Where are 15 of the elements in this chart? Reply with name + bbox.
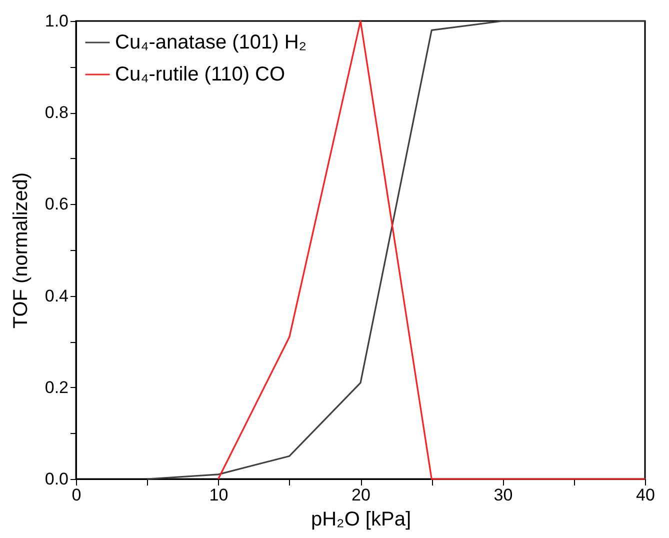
x-tick-label: 40 [636, 486, 655, 504]
y-tick-label: 0.0 [44, 470, 68, 488]
y-tick-label: 0.8 [44, 103, 68, 122]
y-tick-label: 0.2 [44, 378, 68, 397]
x-axis-title: pH₂O [kPa] [310, 508, 412, 530]
x-tick-label: 30 [494, 486, 513, 504]
y-tick-label: 0.4 [44, 286, 68, 306]
x-tick-label: 10 [209, 486, 228, 504]
legend-label: Cu₄-rutile (110) CO [115, 64, 286, 86]
y-axis-title: TOF (normalized) [10, 172, 32, 329]
legend-label: Cu₄-anatase (101) H₂ [115, 32, 307, 54]
y-tick-label: 0.6 [44, 194, 68, 214]
x-tick-label: 0 [72, 486, 82, 504]
y-tick-label: 1.0 [44, 12, 68, 30]
x-tick-label: 20 [352, 486, 370, 504]
